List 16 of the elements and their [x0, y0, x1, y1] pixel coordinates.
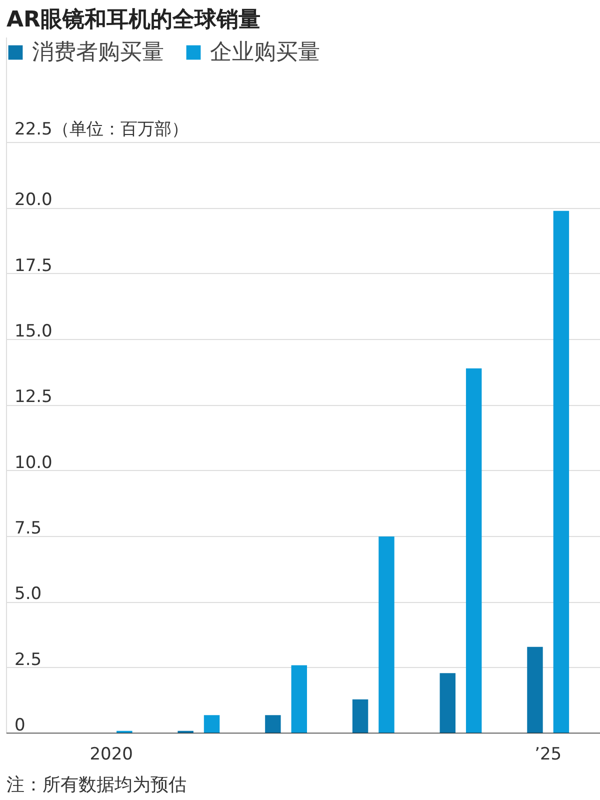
y-tick-label: 0	[14, 716, 26, 736]
y-tick-label: 22.5（单位：百万部）	[14, 120, 188, 140]
legend-label: 消费者购买量	[32, 39, 164, 67]
y-tick-label: 12.5	[14, 387, 52, 408]
y-tick-label: 20.0	[14, 190, 52, 210]
y-tick-label: 10.0	[14, 452, 52, 473]
x-tick-label: 2020	[90, 744, 133, 764]
text: 注：所有数据均为预估	[6, 774, 186, 796]
y-tick-label: 2.5	[14, 650, 42, 670]
y-tick-label: 5.0	[14, 584, 42, 604]
y-tick-label: 17.5	[14, 256, 52, 276]
x-tick-label: ’25	[534, 744, 562, 764]
y-tick-label: 7.5	[14, 518, 42, 539]
y-tick-label: 15.0	[14, 322, 52, 342]
chart-title: AR眼镜和耳机的全球销量	[6, 8, 260, 32]
legend-label: 企业购买量	[210, 39, 320, 67]
